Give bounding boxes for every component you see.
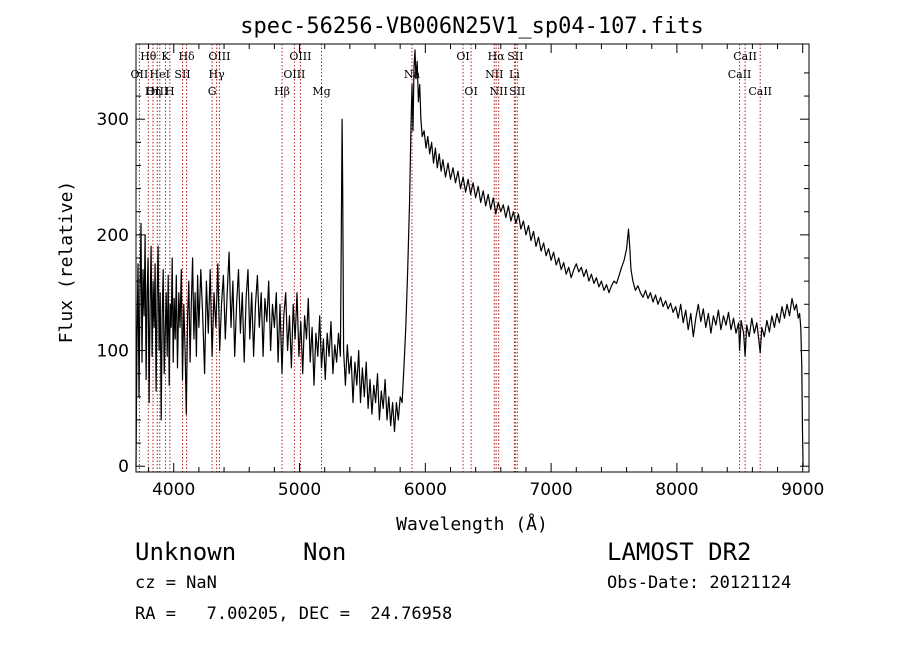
spectral-line-label: OIII	[289, 50, 311, 63]
spectral-line-label: OII	[131, 68, 149, 81]
spectral-line-label: H	[165, 85, 175, 98]
spectral-line-label: Hδ	[178, 50, 195, 63]
spectral-line-label: OI	[456, 50, 469, 63]
x-tick-label: 7000	[529, 480, 572, 500]
spectral-line-label: Hη	[145, 85, 161, 98]
x-axis-label: Wavelength (Å)	[396, 513, 548, 535]
spectral-line-label: SII	[507, 50, 523, 63]
spectral-line-label: CaII	[728, 68, 752, 81]
spectral-line-label: Hβ	[274, 85, 290, 98]
spectral-line-label: G	[208, 85, 217, 98]
spectral-line-label: Hθ	[140, 50, 157, 63]
y-tick-label: 100	[97, 342, 129, 362]
x-tick-label: 4000	[152, 480, 195, 500]
redshift-cz: cz = NaN	[135, 573, 217, 593]
chart-title: spec-56256-VB006N25V1_sp04-107.fits	[240, 14, 704, 39]
observation-date: Obs-Date: 20121124	[607, 573, 792, 593]
spectral-line-label: SII	[174, 68, 190, 81]
spectral-line-label: CaII	[748, 85, 772, 98]
spectral-line-label: Mg	[312, 85, 330, 98]
spectral-line-label: NII	[485, 68, 503, 81]
object-class: Unknown	[135, 538, 237, 566]
y-tick-label: 0	[118, 457, 129, 477]
spectral-line-label: Hα	[488, 50, 506, 63]
x-tick-label: 5000	[278, 480, 321, 500]
x-tick-label: 6000	[404, 480, 447, 500]
spectral-line-markers	[138, 44, 761, 472]
spectral-line-label: HeI	[150, 68, 170, 81]
axis-ticks: 4000 5000 6000 7000 8000 9000 0 100 200 300	[97, 44, 824, 500]
coordinates: RA = 7.00205, DEC = 24.76958	[135, 604, 453, 624]
spectral-line-labels: Hθ OII OIII K HeI Hη SII H Hδ OIII Hγ G Hβ OIII OIII Mg…	[131, 50, 772, 98]
plot-frame	[135, 43, 810, 473]
y-axis-label: Flux (relative)	[56, 181, 77, 344]
spectral-line-label: Hγ	[209, 68, 226, 81]
y-tick-label: 200	[97, 226, 129, 246]
spectral-line-label: OIII	[208, 50, 230, 63]
spectral-line-label: OIII	[283, 68, 305, 81]
object-subclass: Non	[303, 538, 347, 566]
spectral-line-label: K	[161, 50, 170, 63]
x-tick-label: 9000	[781, 480, 824, 500]
survey-name: LAMOST DR2	[607, 538, 752, 566]
x-tick-label: 8000	[655, 480, 698, 500]
spectral-line-label: Li	[509, 68, 520, 81]
y-tick-label: 300	[97, 110, 129, 130]
spectral-line-label: CaII	[733, 50, 757, 63]
spectral-line-label: OI	[464, 85, 477, 98]
spectrum-line	[135, 49, 804, 467]
spectral-line-label: OIII	[146, 85, 168, 98]
spectral-line-label: NII	[490, 85, 508, 98]
spectral-line-label: SII	[509, 85, 525, 98]
